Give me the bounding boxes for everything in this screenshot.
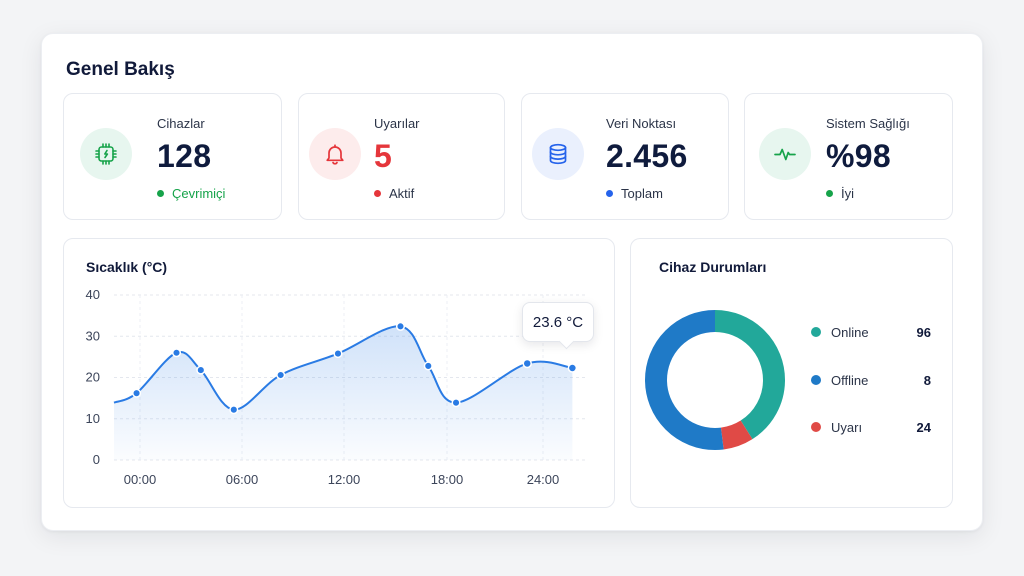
stat-card-devices[interactable]: Cihazlar 128 Çevrimiçi	[63, 93, 282, 220]
status-dot	[606, 190, 613, 197]
y-tick-label: 10	[86, 411, 100, 426]
data-point[interactable]	[451, 398, 461, 408]
data-point[interactable]	[132, 388, 142, 398]
y-tick-label: 20	[86, 370, 100, 385]
y-tick-label: 30	[86, 328, 100, 343]
page-title: Genel Bakış	[66, 59, 175, 80]
temperature-chart[interactable]: 0 10 20 30 40 00:00 06:00 12:00 18:00 24:00	[64, 239, 616, 509]
legend-dot	[811, 327, 821, 337]
legend-label: Offline	[831, 372, 869, 388]
legend-value: 24	[916, 419, 931, 435]
stat-value: %98	[826, 138, 891, 174]
x-tick-label: 24:00	[527, 472, 560, 487]
stat-status-label: Aktif	[389, 186, 415, 201]
legend-value: 8	[923, 372, 931, 388]
legend-item-online[interactable]: Online 96	[811, 323, 931, 341]
stat-status-label: Çevrimiçi	[172, 186, 226, 201]
legend-value: 96	[916, 324, 931, 340]
status-dot	[157, 190, 164, 197]
chart-tooltip: 23.6 °C	[522, 302, 594, 342]
chip-icon	[80, 128, 132, 180]
chart-title: Sıcaklık (°C)	[86, 259, 168, 275]
area-fill	[114, 326, 573, 460]
legend-label: Uyarı	[831, 419, 863, 435]
stat-card-alerts[interactable]: Uyarılar 5 Aktif	[298, 93, 505, 220]
data-point[interactable]	[229, 405, 239, 415]
heartbeat-icon	[759, 128, 811, 180]
device-status-card: Cihaz Durumları Online 96 Offline 8 Uyar…	[630, 238, 953, 508]
dashboard-panel: Genel Bakış Cihazlar 128 Çevrimiçi Uyarı…	[41, 33, 983, 531]
stat-value: 128	[157, 138, 212, 174]
y-tick-label: 0	[93, 452, 100, 467]
stat-label: Sistem Sağlığı	[826, 116, 910, 131]
legend-dot	[811, 375, 821, 385]
stat-label: Veri Noktası	[606, 116, 677, 131]
status-dot	[826, 190, 833, 197]
data-point[interactable]	[423, 361, 433, 371]
data-point[interactable]	[522, 358, 532, 369]
x-tick-label: 12:00	[328, 472, 361, 487]
y-tick-label: 40	[86, 287, 100, 302]
temperature-chart-card: Sıcaklık (°C) 0 10 20 30 40 00:00 06:00 12:00 18…	[63, 238, 615, 508]
stat-card-data-points[interactable]: Veri Noktası 2.456 Toplam	[521, 93, 729, 220]
stat-label: Cihazlar	[157, 116, 205, 131]
data-point[interactable]	[333, 349, 343, 359]
legend-label: Online	[831, 324, 869, 340]
data-point[interactable]	[567, 363, 578, 373]
stat-status: Toplam	[606, 186, 663, 201]
legend-dot	[811, 422, 821, 432]
data-point[interactable]	[171, 348, 182, 358]
donut-title: Cihaz Durumları	[659, 259, 767, 275]
stat-card-system-health[interactable]: Sistem Sağlığı %98 İyi	[744, 93, 953, 220]
x-tick-label: 06:00	[226, 472, 259, 487]
legend-item-offline[interactable]: Offline 8	[811, 371, 931, 389]
stat-status-label: Toplam	[621, 186, 663, 201]
database-icon	[532, 128, 584, 180]
stat-label: Uyarılar	[374, 116, 420, 131]
stat-status: Çevrimiçi	[157, 186, 225, 201]
stat-status-label: İyi	[841, 186, 854, 201]
legend-item-alert[interactable]: Uyarı 24	[811, 418, 931, 436]
data-point[interactable]	[196, 365, 206, 375]
data-point[interactable]	[395, 321, 406, 331]
stat-value: 5	[374, 138, 393, 174]
device-status-donut[interactable]	[637, 295, 797, 465]
stat-value: 2.456	[606, 138, 688, 174]
stat-status: İyi	[826, 186, 854, 201]
bell-icon	[309, 128, 361, 180]
status-dot	[374, 190, 381, 197]
x-tick-label: 18:00	[431, 472, 464, 487]
donut-slice-offline[interactable]	[645, 310, 785, 450]
data-point[interactable]	[276, 370, 286, 380]
stat-status: Aktif	[374, 186, 414, 201]
x-tick-label: 00:00	[124, 472, 157, 487]
